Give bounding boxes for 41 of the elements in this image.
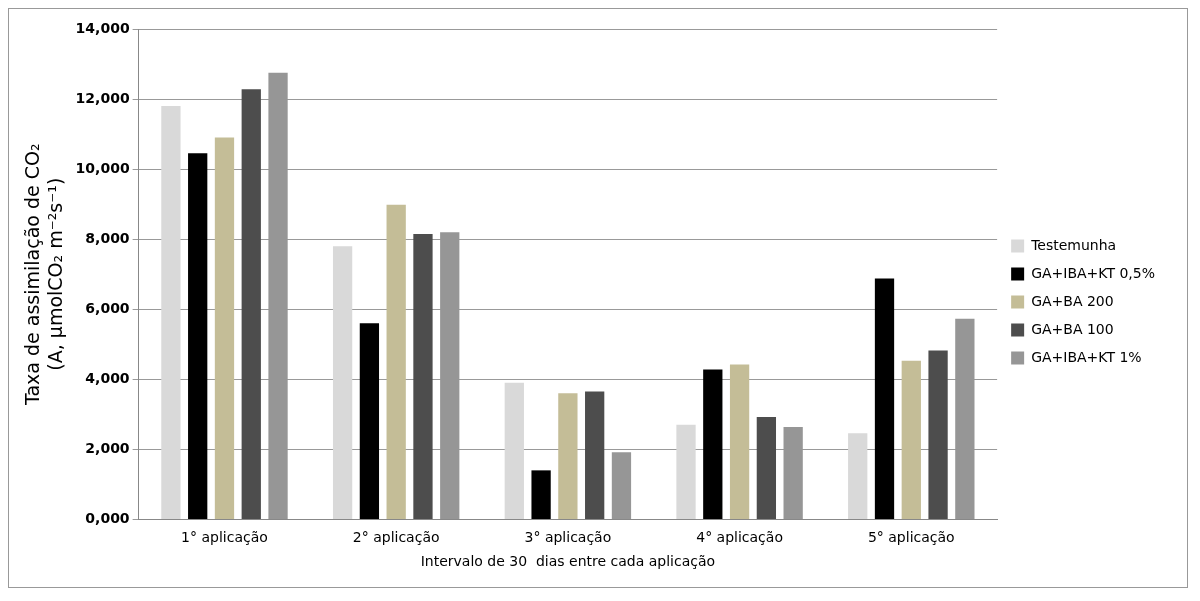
x-tick-label: 3° aplicação bbox=[524, 529, 612, 546]
bar bbox=[332, 246, 353, 519]
legend-label: GA+BA 200 bbox=[1031, 292, 1114, 309]
legend-label: Testemunha bbox=[1030, 236, 1117, 253]
y-tick-label: 8,000 bbox=[85, 229, 130, 246]
bar bbox=[848, 433, 868, 519]
bar bbox=[729, 364, 750, 519]
y-tick-label: 10,000 bbox=[75, 159, 130, 176]
bar bbox=[161, 106, 181, 519]
bar bbox=[928, 350, 948, 519]
x-tick-label: 2° aplicação bbox=[352, 529, 440, 546]
bar bbox=[901, 360, 921, 519]
bar bbox=[611, 452, 632, 519]
bar bbox=[359, 323, 380, 519]
bar bbox=[874, 278, 895, 519]
legend-label: GA+IBA+KT 0,5% bbox=[1031, 264, 1156, 281]
y-tick-label: 14,000 bbox=[75, 19, 130, 36]
bar bbox=[531, 470, 551, 519]
bar bbox=[386, 204, 406, 519]
y-tick-label: 12,000 bbox=[75, 89, 130, 106]
bar bbox=[413, 233, 433, 519]
bar bbox=[676, 424, 696, 519]
y-tick-label: 2,000 bbox=[85, 439, 130, 456]
y-axis-title: Taxa de assimilação de CO₂ (A, µmolCO₂ m⁻²s⁻¹) bbox=[21, 143, 67, 407]
y-tick-label: 6,000 bbox=[85, 299, 130, 316]
legend-label: GA+BA 100 bbox=[1031, 320, 1114, 337]
x-tick-label: 1° aplicação bbox=[181, 529, 268, 546]
bar bbox=[756, 417, 777, 519]
x-tick-label: 5° aplicação bbox=[867, 529, 955, 546]
y-tick-label: 0,000 bbox=[85, 510, 130, 527]
bar bbox=[703, 369, 723, 519]
bar bbox=[214, 137, 235, 519]
bar bbox=[188, 153, 208, 519]
y-tick-label: 4,000 bbox=[85, 369, 130, 386]
x-tick-label: 4° aplicação bbox=[696, 529, 783, 546]
bar bbox=[585, 391, 605, 519]
bar bbox=[558, 393, 578, 519]
legend-label: GA+IBA+KT 1% bbox=[1031, 348, 1142, 365]
x-axis-title: Intervalo de 30 dias entre cada aplicação bbox=[420, 553, 716, 570]
bar bbox=[504, 382, 524, 519]
bar bbox=[241, 89, 261, 519]
